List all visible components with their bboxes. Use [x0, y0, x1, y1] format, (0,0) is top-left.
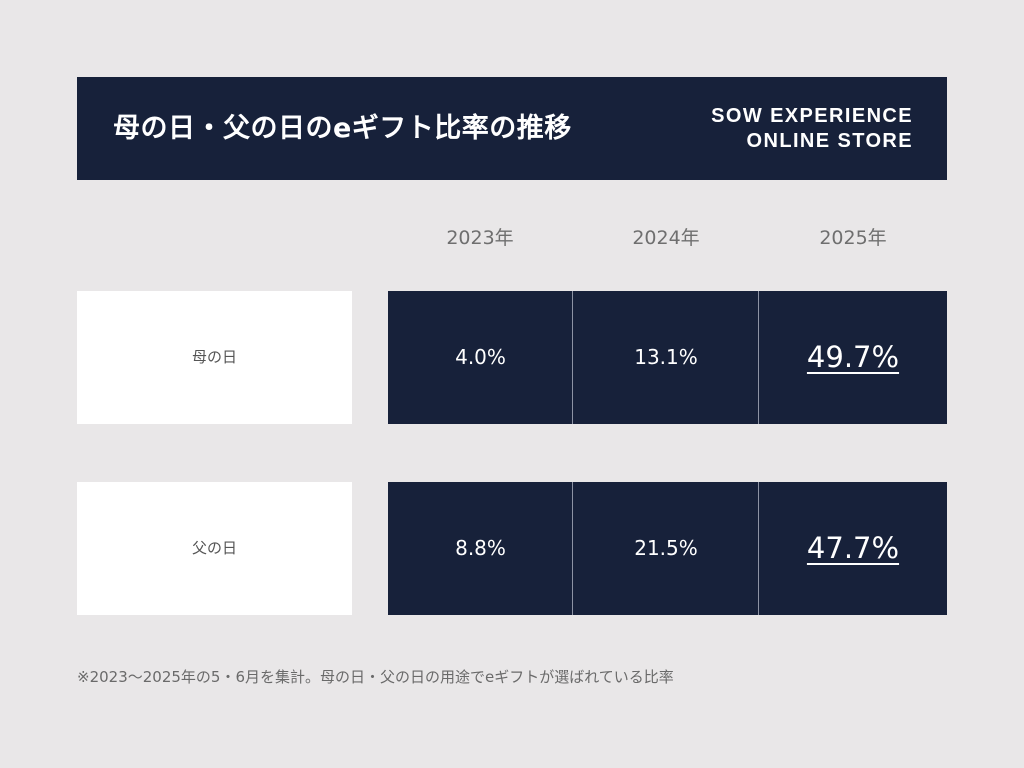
cell-fathers-day-2025: 47.7% — [759, 482, 947, 615]
cell-fathers-day-2024: 21.5% — [573, 482, 759, 615]
chart-title: 母の日・父の日のeギフト比率の推移 — [113, 113, 572, 144]
brand-logo-text: SOW EXPERIENCE ONLINE STORE — [711, 104, 913, 154]
column-divider — [572, 291, 573, 424]
cell-mothers-day-2024: 13.1% — [573, 291, 759, 424]
footnote: ※2023〜2025年の5・6月を集計。母の日・父の日の用途でeギフトが選ばれて… — [77, 668, 674, 686]
column-header-2025: 2025年 — [819, 227, 887, 249]
row-label-fathers-day: 父の日 — [77, 482, 352, 615]
column-divider — [758, 482, 759, 615]
value-mothers-day-2023: 4.0% — [455, 345, 506, 369]
value-mothers-day-2024: 13.1% — [634, 345, 698, 369]
brand-line-2: ONLINE STORE — [746, 130, 913, 152]
cell-fathers-day-2023: 8.8% — [388, 482, 573, 615]
column-header-2024: 2024年 — [632, 227, 700, 249]
brand-line-1: SOW EXPERIENCE — [711, 105, 913, 127]
column-header-2023: 2023年 — [446, 227, 514, 249]
value-fathers-day-2025: 47.7% — [806, 531, 900, 565]
value-fathers-day-2023: 8.8% — [455, 536, 506, 560]
value-fathers-day-2024: 21.5% — [634, 536, 698, 560]
column-divider — [758, 291, 759, 424]
column-divider — [572, 482, 573, 615]
cell-mothers-day-2023: 4.0% — [388, 291, 573, 424]
row-label-mothers-day: 母の日 — [77, 291, 352, 424]
header-banner: 母の日・父の日のeギフト比率の推移 SOW EXPERIENCE ONLINE … — [77, 77, 947, 180]
cell-mothers-day-2025: 49.7% — [759, 291, 947, 424]
value-mothers-day-2025: 49.7% — [806, 340, 900, 374]
